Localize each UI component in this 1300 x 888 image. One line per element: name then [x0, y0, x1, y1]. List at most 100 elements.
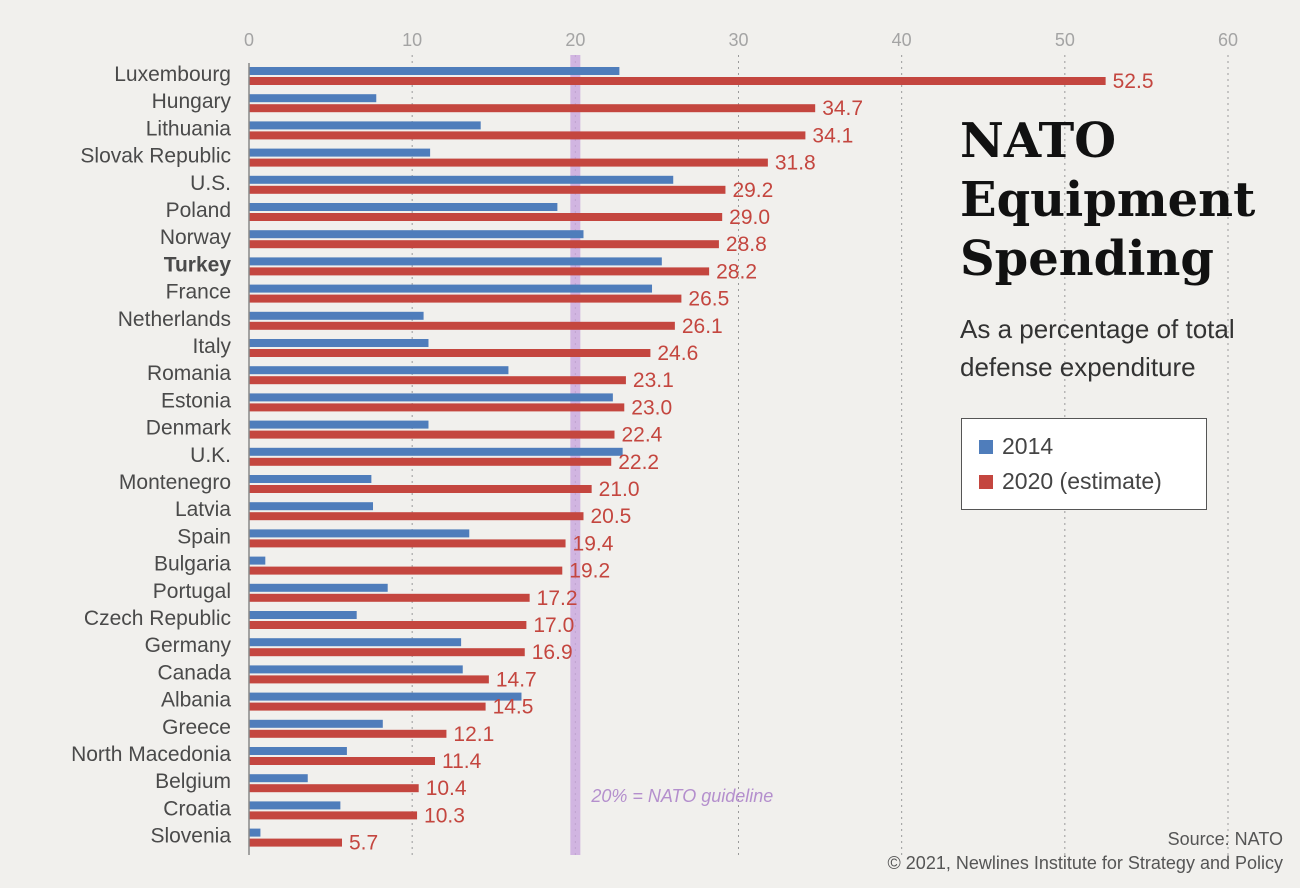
bar-2014: [249, 502, 374, 511]
category-label: U.S.: [190, 172, 231, 195]
category-label: Luxembourg: [114, 63, 231, 86]
bar-2020: [249, 784, 419, 793]
value-label-2020: 10.4: [426, 777, 467, 800]
value-label-2020: 23.0: [631, 396, 672, 419]
bar-2020: [249, 213, 723, 221]
value-label-2020: 19.4: [573, 532, 614, 555]
bar-2020: [249, 485, 592, 493]
bar-2014: [249, 747, 347, 755]
bar-2020: [249, 457, 612, 466]
bar-2014: [249, 393, 613, 402]
value-label-2020: 28.2: [716, 260, 757, 283]
bar-2020: [249, 593, 530, 602]
bar-2020: [249, 321, 675, 330]
bar-2014: [249, 284, 653, 293]
value-label-2020: 24.6: [657, 342, 698, 365]
value-label-2020: 5.7: [349, 832, 378, 855]
value-label-2020: 17.0: [533, 614, 574, 637]
bar-2020: [249, 240, 719, 249]
bar-2020: [249, 512, 584, 521]
bar-2020: [249, 376, 626, 385]
category-label: Hungary: [152, 90, 232, 113]
value-label-2020: 19.2: [569, 560, 610, 583]
bar-2020: [249, 838, 343, 847]
legend-label-2014: 2014: [1002, 433, 1054, 459]
bar-2014: [249, 230, 584, 239]
bar-2014: [249, 556, 266, 565]
bar-2020: [249, 349, 651, 357]
bar-2020: [249, 294, 682, 303]
bar-2020: [249, 267, 710, 276]
bar-2014: [249, 339, 429, 347]
category-label: Canada: [157, 661, 231, 684]
bar-2020: [249, 185, 726, 194]
bar-2014: [249, 665, 463, 674]
x-tick-label: 40: [892, 30, 912, 50]
x-tick-label: 60: [1218, 30, 1238, 50]
bar-2020: [249, 729, 447, 738]
bar-2014: [249, 475, 372, 483]
value-label-2020: 11.4: [442, 750, 482, 773]
guideline-label: 20% = NATO guideline: [590, 786, 773, 806]
category-label: Denmark: [146, 417, 232, 440]
bar-2014: [249, 257, 662, 266]
x-tick-label: 20: [565, 30, 585, 50]
value-label-2020: 29.2: [732, 179, 773, 202]
value-label-2020: 22.2: [618, 451, 659, 474]
category-label: North Macedonia: [71, 743, 231, 766]
bar-2014: [249, 828, 261, 837]
value-label-2020: 28.8: [726, 233, 767, 256]
bar-2014: [249, 638, 462, 647]
bar-2014: [249, 529, 470, 538]
bar-2014: [249, 121, 481, 130]
source-text: Source: NATO: [1167, 829, 1283, 849]
bar-2020: [249, 702, 486, 711]
category-label: Albania: [161, 689, 231, 712]
value-label-2020: 21.0: [599, 478, 640, 501]
category-label: Spain: [177, 525, 231, 548]
category-label: Lithuania: [146, 117, 232, 140]
bar-2020: [249, 104, 816, 113]
value-label-2020: 20.5: [590, 505, 631, 528]
bar-2020: [249, 539, 566, 548]
category-label: Croatia: [163, 797, 231, 820]
category-label: Poland: [166, 199, 231, 222]
bar-2014: [249, 692, 522, 701]
value-label-2020: 14.5: [493, 696, 534, 719]
bar-2020: [249, 648, 525, 657]
bar-2014: [249, 583, 388, 592]
value-label-2020: 23.1: [633, 369, 674, 392]
bar-2020: [249, 566, 563, 575]
category-label: Slovenia: [150, 825, 231, 848]
bar-2020: [249, 811, 418, 820]
bar-2014: [249, 311, 424, 320]
legend-swatch-2014: [979, 439, 993, 454]
bar-2014: [249, 366, 509, 375]
bar-2020: [249, 403, 625, 412]
category-label: Czech Republic: [84, 607, 231, 630]
bar-2014: [249, 175, 674, 184]
category-label: Montenegro: [119, 471, 231, 494]
value-label-2020: 12.1: [453, 723, 494, 746]
value-label-2020: 14.7: [496, 668, 537, 691]
value-label-2020: 22.4: [621, 424, 662, 447]
source-note: Source: NATO © 2021, Newlines Institute …: [888, 827, 1283, 875]
x-tick-label: 50: [1055, 30, 1075, 50]
bar-2020: [249, 131, 806, 140]
value-label-2020: 31.8: [775, 152, 816, 175]
bar-2014: [249, 67, 620, 75]
value-label-2020: 10.3: [424, 804, 465, 827]
value-label-2020: 34.1: [812, 124, 853, 147]
legend-item-2020: 2020 (estimate): [979, 464, 1206, 499]
category-label: Portugal: [153, 580, 231, 603]
legend-item-2014: 2014: [979, 429, 1206, 464]
category-label: Latvia: [175, 498, 231, 521]
value-label-2020: 16.9: [532, 641, 573, 664]
bar-2014: [249, 611, 357, 619]
legend: 2014 2020 (estimate): [961, 418, 1207, 510]
value-label-2020: 17.2: [537, 587, 578, 610]
category-label: Bulgaria: [154, 553, 231, 576]
category-label: Romania: [147, 362, 231, 385]
copyright-text: © 2021, Newlines Institute for Strategy …: [887, 853, 1283, 873]
category-label: Norway: [160, 226, 232, 249]
